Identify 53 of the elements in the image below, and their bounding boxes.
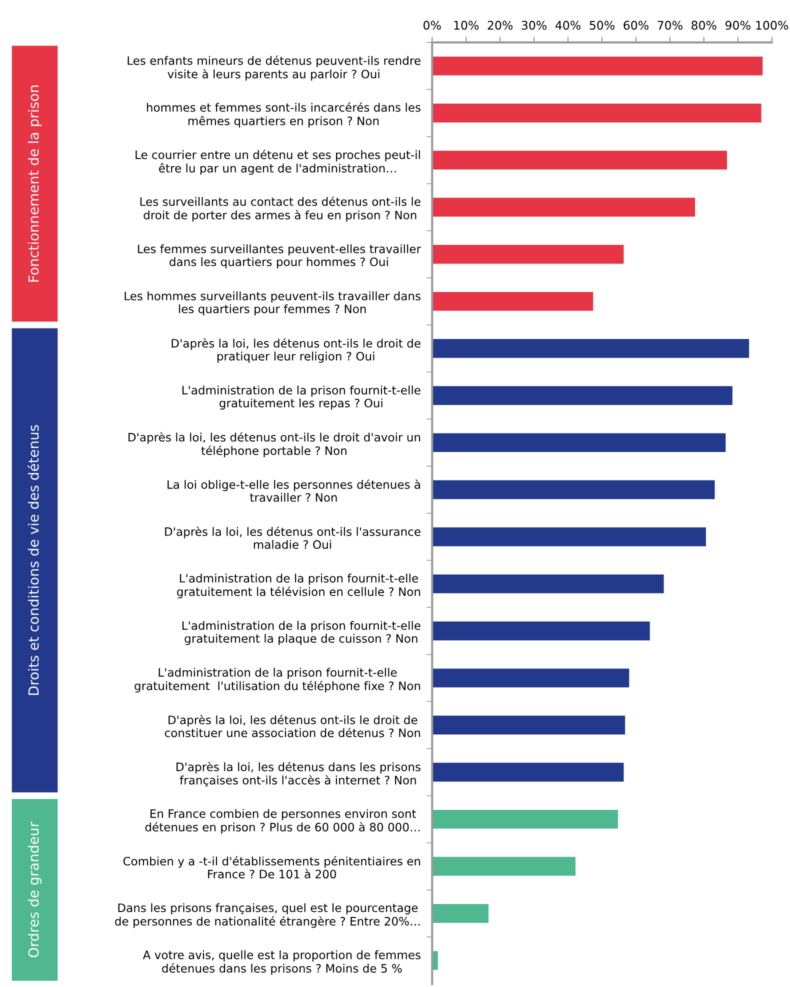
bar — [432, 198, 696, 217]
x-tick-label: 50% — [590, 20, 614, 30]
x-tick-label: 10% — [454, 20, 479, 30]
y-tick-label: L'administration de la prison fournit-t-elle gratuitement les repas ? Oui — [182, 386, 420, 410]
bar — [432, 622, 650, 640]
y-tick-label: La loi oblige-t-elle les personnes détenues à travailler ? Non — [168, 480, 420, 502]
bar — [432, 480, 715, 500]
y-tick-label: D'après la loi, les détenus dans les prisons françaises ont-ils l'accès à internet ? Non — [176, 762, 420, 787]
y-tick-label: Dans les prisons françaises, quel est le pourcentage de personnes de nationalité étrangère ? Entre 20%… — [115, 903, 420, 928]
x-tick-label: 70% — [658, 20, 682, 30]
y-tick-label: D'après la loi, les détenus ont-ils le droit de pratiquer leur religion ? Oui — [172, 338, 420, 363]
bar — [432, 810, 618, 829]
y-tick-label: D'après la loi, les détenus ont-ils l'assurance maladie ? Oui — [165, 526, 420, 549]
bar — [432, 292, 594, 311]
bar — [432, 339, 750, 358]
y-tick-label: D'après la loi, les détenus ont-ils le droit de constituer une association de détenus ? Non — [164, 714, 420, 738]
x-tick-label: 80% — [692, 20, 716, 30]
bar — [432, 527, 706, 546]
bar — [432, 56, 763, 76]
bar — [432, 904, 489, 923]
y-tick-label: Combien y a -t-il d'établissements pénitentiaires en France ? De 101 à 200 — [123, 856, 420, 878]
y-tick-label: En France combien de personnes environ sont détenues en prison ? Plus de 60 000 à 80 000… — [145, 809, 420, 834]
y-tick-label: Les femmes surveillantes peuvent-elles travailler dans les quartiers pour hommes ? Oui — [138, 244, 422, 268]
text: Fonctionnement de la prison — [28, 86, 42, 282]
y-tick-label: Les enfants mineurs de détenus peuvent-ils rendre visite à leurs parents au parloir ? Oui — [128, 56, 420, 81]
text: Ordres de grandeur — [28, 822, 42, 958]
x-tick-label: 0% — [424, 20, 441, 30]
x-tick-label: 60% — [624, 20, 648, 30]
x-tick-label: 20% — [488, 20, 513, 30]
x-tick-label: 40% — [555, 20, 580, 30]
y-tick-label: D'après la loi, les détenus ont-ils le droit d'avoir un téléphone portable ? Non — [128, 432, 420, 458]
bar — [432, 668, 630, 688]
bar — [432, 762, 624, 782]
bar — [432, 856, 576, 876]
bar — [432, 244, 624, 264]
y-tick-label: Les surveillants au contact des détenus ont-ils le droit de porter des armes à feu en prison ? Non — [140, 196, 420, 222]
bar — [432, 574, 664, 594]
bar — [432, 716, 626, 735]
y-tick-label: L'administration de la prison fournit-t-elle gratuitement l'utilisation du téléphone fixe ? Non — [134, 668, 420, 692]
x-tick-label: 100% — [756, 20, 788, 30]
y-tick-label: Les hommes surveillants peuvent-ils travailler dans les quartiers pour femmes ? Non — [124, 291, 420, 316]
y-tick-label: L'administration de la prison fournit-t-elle gratuitement la télévision en cellule ? Non — [177, 574, 420, 598]
bar — [432, 433, 726, 452]
bar — [432, 104, 762, 122]
y-tick-label: A votre avis, quelle est la proportion de femmes détenues dans les prisons ? Moins de 5 % — [142, 950, 420, 975]
y-tick-label: L'administration de la prison fournit-t-elle gratuitement la plaque de cuisson ? Non — [182, 620, 420, 646]
bar — [432, 150, 727, 170]
x-tick-label: 90% — [725, 20, 750, 30]
y-tick-label: Le courrier entre un détenu et ses proches peut-il être lu par un agent de l'administration… — [136, 150, 420, 175]
x-tick-label: 30% — [522, 20, 547, 30]
text: Droits et conditions de vie des détenus — [27, 425, 39, 695]
y-tick-label: hommes et femmes sont-ils incarcérés dans les mêmes quartiers en prison ? Non — [147, 102, 420, 128]
bar — [432, 386, 732, 405]
